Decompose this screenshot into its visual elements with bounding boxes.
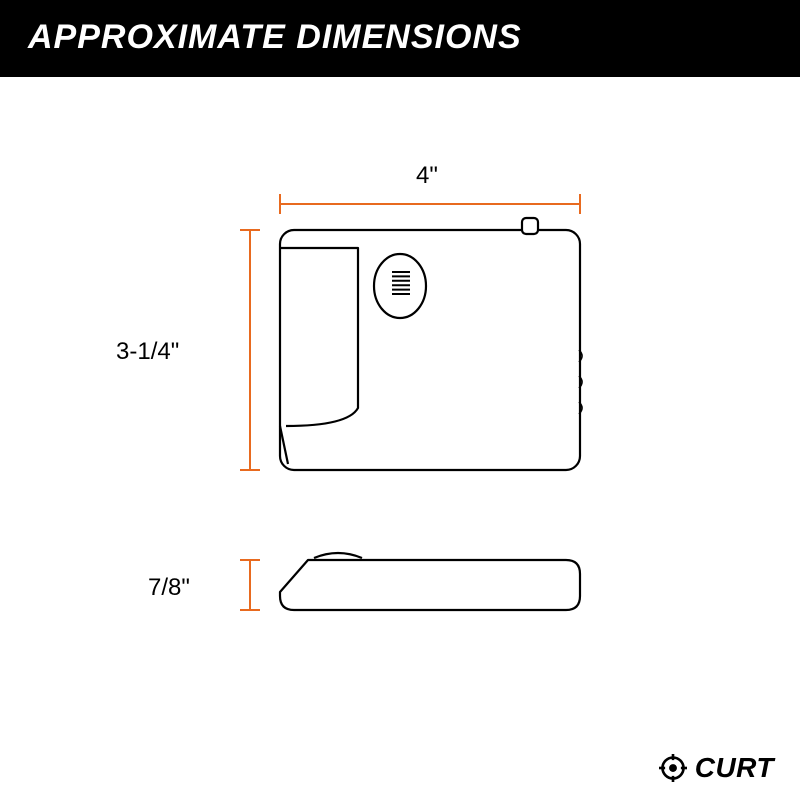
diagram-canvas: 4" 3-1/4" 7/8"	[0, 100, 800, 800]
dimension-drawing	[0, 100, 800, 800]
brand-hitch-icon	[659, 754, 687, 782]
dim-width-label: 4"	[416, 162, 438, 190]
brand-logo: CURT	[659, 752, 774, 784]
dim-height-label: 3-1/4"	[116, 338, 179, 366]
title-bar: APPROXIMATE DIMENSIONS	[0, 0, 800, 77]
dim-depth-label: 7/8"	[148, 574, 190, 602]
brand-name: CURT	[695, 752, 774, 784]
page-title: APPROXIMATE DIMENSIONS	[28, 18, 522, 56]
